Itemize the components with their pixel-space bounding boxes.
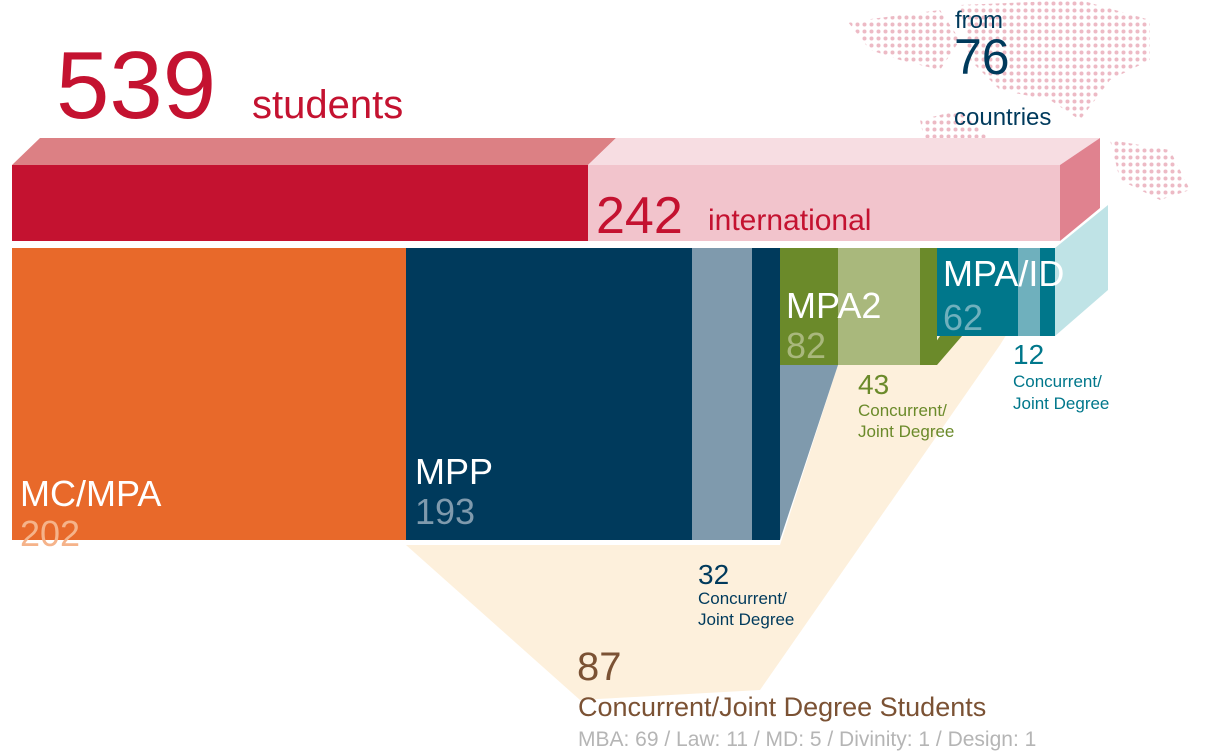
program-value: 82 (786, 325, 826, 366)
program-name: MPA/ID (943, 253, 1064, 294)
blocks-side (1055, 205, 1108, 336)
mpa2-concurrent-block (838, 248, 920, 365)
mpp-block (406, 248, 692, 540)
total-label: students (252, 83, 403, 127)
program-value: 202 (20, 513, 80, 554)
bar-top-international (588, 138, 1100, 165)
concurrent-value: 12 (1013, 339, 1044, 370)
bar-domestic (12, 165, 588, 241)
countries-suffix: countries (954, 104, 1051, 131)
concurrent-label: Concurrent/ (698, 589, 787, 608)
concurrent-label: Joint Degree (698, 610, 794, 629)
concurrent-value: 43 (858, 369, 889, 400)
international-value: 242 (596, 187, 683, 245)
students-bar (12, 138, 1100, 241)
mpa2-block (780, 248, 838, 365)
mpa2-block-end (920, 248, 937, 365)
concurrent-label: Concurrent/ (1013, 372, 1102, 391)
countries-prefix: from (955, 7, 1003, 34)
mpp-concurrent-block (692, 248, 752, 540)
concurrent-label: Joint Degree (858, 422, 954, 441)
program-name: MC/MPA (20, 473, 161, 514)
mcmpa-block (12, 248, 406, 540)
mpaid-block-end (1040, 248, 1055, 336)
program-value: 193 (415, 491, 475, 532)
summary-breakdown: MBA: 69 / Law: 11 / MD: 5 / Divinity: 1 … (578, 728, 1036, 751)
total-value: 539 (56, 32, 216, 139)
bar-side (1060, 138, 1100, 241)
bar-international (588, 165, 1060, 241)
concurrent-label: Concurrent/ (858, 401, 947, 420)
mpp-block-end (752, 248, 780, 540)
international-label: international (708, 204, 871, 237)
mpaid-concurrent-block (1018, 248, 1040, 336)
countries-value: 76 (954, 29, 1010, 85)
concurrent-value: 32 (698, 559, 729, 590)
summary-value: 87 (577, 645, 622, 689)
summary-label: Concurrent/Joint Degree Students (578, 692, 986, 722)
program-name: MPA2 (786, 285, 881, 326)
mpaid-block (937, 248, 1018, 336)
concurrent-label: Joint Degree (1013, 394, 1109, 413)
bar-top-domestic (12, 138, 616, 165)
program-name: MPP (415, 451, 493, 492)
program-value: 62 (943, 297, 983, 338)
